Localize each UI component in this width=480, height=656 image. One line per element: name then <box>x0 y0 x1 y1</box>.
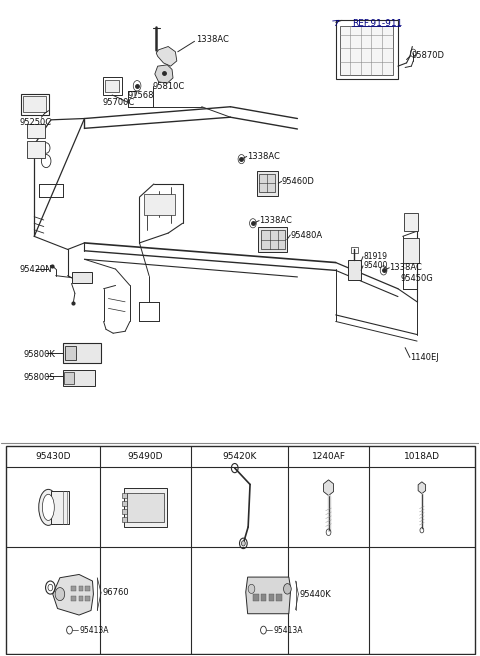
Polygon shape <box>324 480 334 495</box>
Text: 1338AC: 1338AC <box>259 216 292 225</box>
Ellipse shape <box>39 489 58 525</box>
Text: 95420K: 95420K <box>222 452 257 461</box>
Bar <box>103 77 122 95</box>
Bar <box>63 343 101 363</box>
Bar <box>6 446 475 654</box>
Text: 95460D: 95460D <box>282 177 314 186</box>
Text: 95413A: 95413A <box>79 626 108 634</box>
Polygon shape <box>155 65 173 83</box>
Bar <box>351 247 358 253</box>
Bar <box>27 142 45 158</box>
Text: 96760: 96760 <box>102 588 129 598</box>
Text: 95800S: 95800S <box>24 373 55 382</box>
Text: 91568: 91568 <box>128 91 154 100</box>
Bar <box>51 491 70 523</box>
Text: 95250C: 95250C <box>20 118 52 127</box>
Bar <box>257 171 278 195</box>
Bar <box>85 596 90 602</box>
Bar <box>403 237 420 262</box>
Bar <box>276 594 282 601</box>
Bar <box>121 501 127 506</box>
Bar <box>404 213 418 231</box>
Bar <box>124 487 167 527</box>
Polygon shape <box>246 577 291 614</box>
Bar <box>258 227 287 252</box>
Bar <box>72 272 92 283</box>
Circle shape <box>284 584 291 594</box>
Polygon shape <box>156 47 177 66</box>
Circle shape <box>248 584 255 594</box>
Text: 95440K: 95440K <box>300 590 331 598</box>
Bar <box>339 26 393 75</box>
Bar <box>27 124 45 138</box>
Text: 95800K: 95800K <box>24 350 56 359</box>
Ellipse shape <box>42 494 54 520</box>
Text: 1140EJ: 1140EJ <box>410 353 439 362</box>
Bar <box>23 96 46 112</box>
Text: 95450G: 95450G <box>400 274 433 283</box>
Circle shape <box>241 541 245 546</box>
Bar <box>261 230 285 249</box>
Text: 1338AC: 1338AC <box>247 152 280 161</box>
Bar <box>85 586 90 592</box>
Text: 95430D: 95430D <box>36 452 71 461</box>
Bar <box>121 516 127 522</box>
Text: 1338AC: 1338AC <box>196 35 229 45</box>
Text: 81919: 81919 <box>363 252 387 261</box>
Bar <box>72 596 76 602</box>
Bar <box>127 493 164 522</box>
Bar <box>72 586 76 592</box>
Bar <box>259 174 276 192</box>
Text: 95413A: 95413A <box>273 626 302 634</box>
Circle shape <box>67 626 72 634</box>
Text: REF.91-911: REF.91-911 <box>352 19 403 28</box>
Text: 1240AF: 1240AF <box>312 452 346 461</box>
Text: 95480A: 95480A <box>290 230 323 239</box>
Bar <box>79 596 84 602</box>
Bar <box>121 508 127 514</box>
Polygon shape <box>53 575 94 615</box>
Bar <box>21 94 48 115</box>
Bar <box>261 594 266 601</box>
Bar <box>144 194 175 215</box>
Bar <box>348 260 361 279</box>
Bar <box>269 594 275 601</box>
Text: 95870D: 95870D <box>411 51 444 60</box>
Bar <box>65 346 76 360</box>
Circle shape <box>55 588 65 601</box>
Text: 95400: 95400 <box>363 261 387 270</box>
Polygon shape <box>418 482 426 493</box>
Bar <box>79 586 84 592</box>
Text: 1018AD: 1018AD <box>404 452 440 461</box>
Text: 1338AC: 1338AC <box>389 263 422 272</box>
Bar <box>121 493 127 498</box>
Circle shape <box>261 626 266 634</box>
Text: 95810C: 95810C <box>153 82 185 91</box>
Bar <box>105 80 120 92</box>
Bar <box>63 370 96 386</box>
Bar <box>253 594 259 601</box>
Bar <box>336 20 398 79</box>
Text: 95420N: 95420N <box>20 264 52 274</box>
Text: 95490D: 95490D <box>128 452 163 461</box>
Text: 95700C: 95700C <box>103 98 135 107</box>
Bar <box>64 372 74 384</box>
